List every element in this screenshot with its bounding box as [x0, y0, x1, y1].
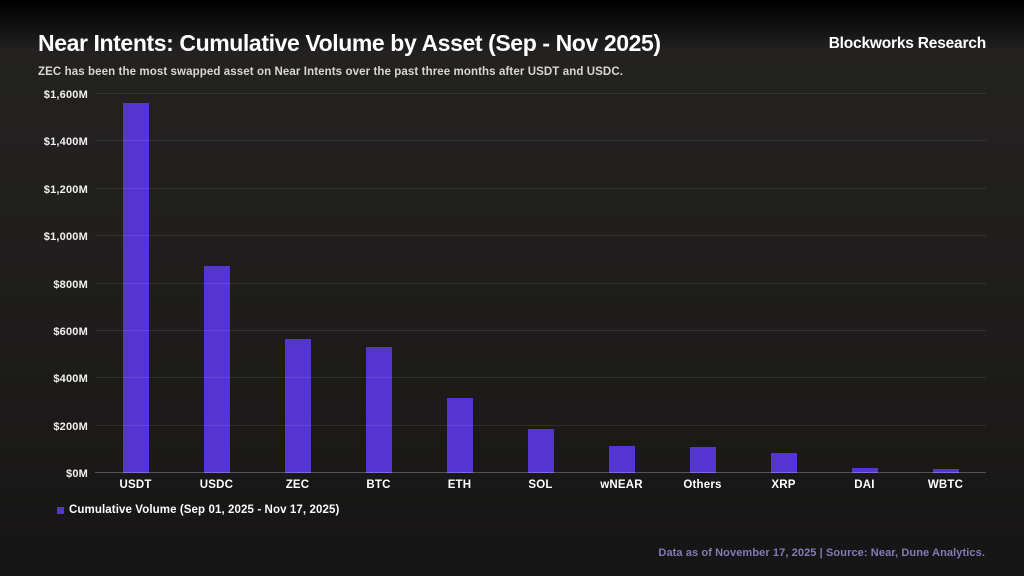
bar-btc [365, 347, 392, 473]
bar-slot [419, 94, 500, 473]
bar-slot [176, 94, 257, 473]
bar-sol [527, 429, 554, 473]
gridline [95, 93, 986, 94]
gridline [95, 377, 986, 379]
gridline [95, 472, 986, 473]
bar-others [689, 447, 716, 473]
bar-dai [851, 467, 878, 473]
gridline [95, 424, 986, 426]
y-tick-label: $1,400M [43, 136, 88, 149]
bar-slot [257, 94, 338, 473]
brand-logo: Blockworks Research [828, 35, 987, 52]
bar-xrp [770, 453, 797, 473]
x-tick-label: USDT [119, 479, 152, 491]
plot-area [95, 93, 986, 473]
x-tick-label: DAI [854, 479, 875, 491]
x-tick-label: wNEAR [600, 479, 643, 491]
y-axis: $0M $200M $400M $600M $800M $1,000M $1,200M $1,… [38, 89, 95, 480]
legend-label: Cumulative Volume (Sep 01, 2025 - Nov 17… [69, 504, 340, 516]
x-tick-label: Others [683, 479, 722, 491]
legend: Cumulative Volume (Sep 01, 2025 - Nov 17… [57, 504, 986, 516]
x-tick-label: XRP [771, 479, 796, 491]
y-tick-label: $800M [53, 278, 88, 291]
x-axis: USDT USDC ZEC BTC ETH SOL wNEAR Others XRP DAI WBT… [95, 473, 986, 491]
y-tick-label: $600M [53, 325, 88, 338]
bar-usdc [203, 265, 230, 473]
x-tick-label: ETH [447, 479, 472, 491]
x-tick-label: SOL [528, 479, 553, 491]
bar-slot [662, 94, 743, 473]
bar-eth [446, 398, 473, 473]
gridline [95, 140, 986, 142]
chart-title: Near Intents: Cumulative Volume by Asset… [38, 30, 661, 56]
bar-slot [824, 94, 905, 473]
bar-slot [743, 94, 824, 473]
x-tick-label: USDC [199, 479, 234, 491]
header: Near Intents: Cumulative Volume by Asset… [38, 30, 986, 57]
bar-slot [338, 94, 419, 473]
gridline [95, 187, 986, 189]
y-tick-label: $1,000M [43, 231, 88, 244]
bar-chart: $0M $200M $400M $600M $800M $1,000M $1,200M $1,… [38, 89, 986, 491]
legend-swatch-icon [57, 506, 64, 514]
bar-zec [284, 339, 311, 473]
chart-subtitle: ZEC has been the most swapped asset on N… [38, 66, 624, 78]
bar-slot [500, 94, 581, 473]
source-note: Data as of November 17, 2025 | Source: N… [658, 547, 985, 559]
bar-slot [581, 94, 662, 473]
x-tick-label: BTC [366, 479, 391, 491]
bar-usdt [122, 103, 149, 473]
x-tick-label: WBTC [927, 479, 964, 491]
y-tick-label: $200M [53, 420, 88, 433]
y-tick-label: $0M [66, 468, 88, 480]
y-tick-label: $1,200M [43, 183, 88, 196]
gridline [95, 235, 986, 237]
x-tick-label: ZEC [285, 479, 310, 491]
y-tick-label: $400M [53, 373, 88, 386]
y-tick-label: $1,600M [43, 89, 88, 101]
bar-slot [905, 94, 986, 473]
bar-slot [95, 94, 176, 473]
bar-wbtc [932, 468, 959, 473]
gridline [95, 282, 986, 284]
gridline [95, 329, 986, 331]
bar-slots [95, 94, 986, 473]
bar-wnear [608, 445, 635, 473]
